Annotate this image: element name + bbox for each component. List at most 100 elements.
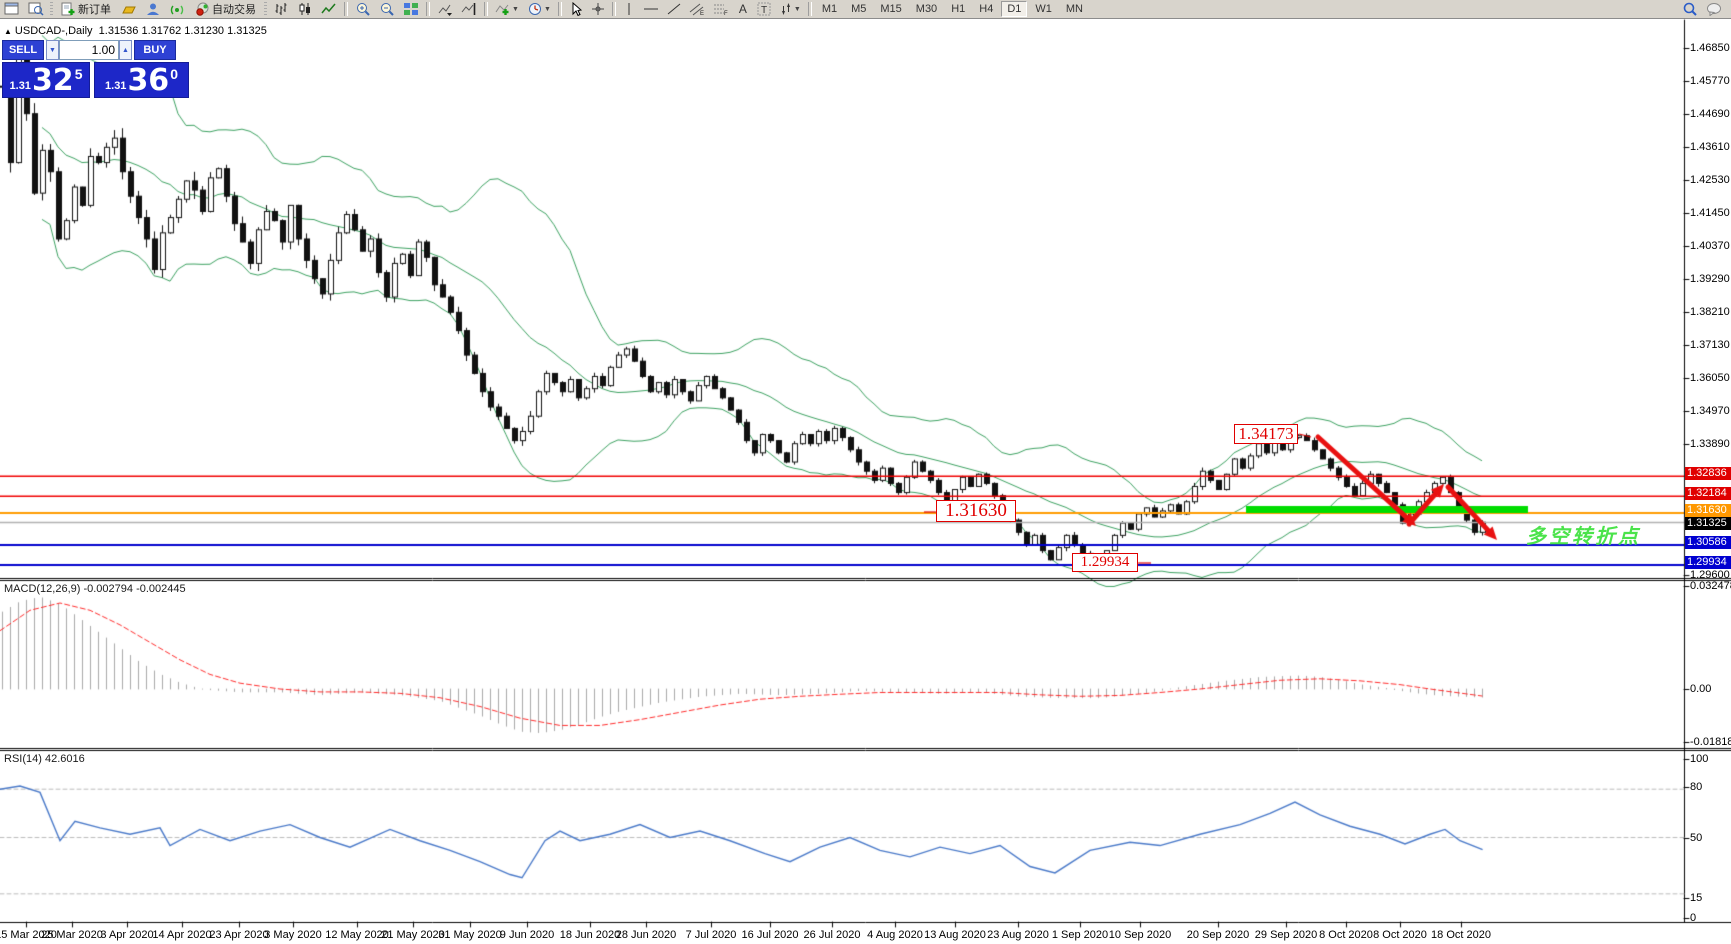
date-axis-label: 3 Apr 2020 — [100, 929, 154, 941]
price-axis-tick: 1.46850 — [1690, 42, 1730, 54]
price-axis-tick: 1.37130 — [1690, 339, 1730, 351]
price-label-129934[interactable]: 1.29934 — [1072, 553, 1138, 572]
equidistant-channel-tool-button[interactable]: E — [686, 1, 708, 17]
sell-price-big: 32 — [31, 63, 74, 98]
timeframe-w1[interactable]: W1 — [1035, 3, 1052, 15]
timeframe-m1[interactable]: M1 — [821, 3, 838, 15]
toolbar-separator — [484, 2, 488, 16]
autotrading-icon — [196, 2, 209, 16]
buy-price-prefix: 1.31 — [105, 80, 127, 92]
indicators-button[interactable]: ▼ — [492, 1, 522, 17]
sell-price-display[interactable]: 1.31 32 5 — [2, 62, 90, 98]
chat-button[interactable] — [1703, 1, 1725, 17]
price-axis-tick: 1.38210 — [1690, 306, 1730, 318]
rsi-axis-tick: 80 — [1690, 781, 1703, 793]
sell-button[interactable]: SELL — [2, 40, 44, 60]
svg-text:T: T — [761, 5, 767, 16]
dropdown-caret: ▼ — [512, 5, 519, 13]
new-order-icon — [61, 2, 75, 16]
styler-button[interactable] — [118, 1, 140, 17]
price-label-131630[interactable]: 1.31630 — [936, 500, 1016, 522]
new-order-label: 新订单 — [78, 4, 111, 16]
dropdown-caret: ▼ — [793, 5, 801, 13]
horizontal-line-tool-button[interactable] — [640, 1, 662, 17]
chat-bubble-icon — [1707, 3, 1721, 16]
timeframe-group: M1 M5 M15 M30 H1 H4 D1 W1 MN — [815, 1, 1090, 17]
toolbar-separator — [426, 2, 430, 16]
price-axis-tick: 1.45770 — [1690, 75, 1730, 87]
community-button[interactable] — [142, 1, 164, 17]
timeframe-h1[interactable]: H1 — [951, 3, 966, 15]
bar-chart-button[interactable] — [270, 1, 292, 17]
text-label-tool-button[interactable]: T — [754, 1, 774, 17]
vertical-line-tool-button[interactable] — [620, 1, 638, 17]
new-order-button[interactable]: 新订单 — [56, 1, 116, 17]
arrows-tool-button[interactable]: ▼ — [776, 1, 804, 17]
price-label-134173[interactable]: 1.34173 — [1234, 424, 1298, 444]
volume-input[interactable] — [59, 40, 119, 60]
zoom-in-button[interactable] — [352, 1, 374, 17]
fibonacci-tool-button[interactable]: F — [710, 1, 732, 17]
rsi-axis-tick: 50 — [1690, 832, 1703, 844]
rsi-axis-tick: 0 — [1690, 912, 1697, 924]
periods-button[interactable]: ▼ — [524, 1, 554, 17]
buy-button[interactable]: BUY — [134, 40, 176, 60]
date-axis-label: 23 Apr 2020 — [209, 929, 269, 941]
price-axis-tick: 1.42530 — [1690, 174, 1730, 186]
chart-shift-button[interactable] — [458, 1, 480, 17]
price-axis-tick: 1.44690 — [1690, 108, 1730, 120]
search-button[interactable] — [1679, 1, 1701, 17]
text-tool-button[interactable]: A — [738, 2, 747, 16]
date-axis-label: 18 Oct 2020 — [1431, 929, 1491, 941]
timeframe-m30[interactable]: M30 — [915, 3, 938, 15]
timeframe-h4[interactable]: H4 — [979, 3, 994, 15]
signal-icon — [170, 5, 184, 15]
date-axis-label: 20 Sep 2020 — [1186, 929, 1250, 941]
macd-label: MACD(12,26,9) -0.002794 -0.002445 — [4, 583, 186, 595]
timeframe-mn[interactable]: MN — [1065, 3, 1083, 15]
date-axis-label: 8 Oct 2020 — [1319, 929, 1373, 941]
volume-increase-button[interactable]: ▲ — [119, 40, 132, 60]
candlestick-chart-button[interactable] — [294, 1, 316, 17]
date-axis-label: 26 Jul 2020 — [803, 929, 861, 941]
auto-scroll-button[interactable] — [434, 1, 456, 17]
collapse-triangle-icon[interactable]: ▲ — [4, 27, 12, 36]
cursor-tool-button[interactable] — [566, 1, 586, 17]
trendline-tool-button[interactable] — [664, 1, 684, 17]
date-axis-label: 25 Mar 2020 — [41, 929, 103, 941]
price-axis-badge: 1.31630 — [1685, 504, 1731, 517]
timeframe-m15[interactable]: M15 — [880, 3, 902, 15]
date-axis-label: 14 Apr 2020 — [152, 929, 212, 941]
zoom-out-button[interactable] — [376, 1, 398, 17]
symbol-info-text: USDCAD-,Daily 1.31536 1.31762 1.31230 1.… — [14, 25, 267, 37]
gold-bar-icon — [122, 6, 136, 14]
line-chart-button[interactable] — [318, 1, 340, 17]
date-axis-label: 31 May 2020 — [438, 929, 502, 941]
buy-price-display[interactable]: 1.31 36 0 — [94, 62, 189, 98]
macd-axis-tick: -0.018182 — [1690, 736, 1731, 748]
signals-button[interactable] — [166, 1, 188, 17]
chart-canvas[interactable] — [0, 18, 1731, 944]
price-axis-badge: 1.32184 — [1685, 487, 1731, 500]
crosshair-tool-button[interactable] — [588, 1, 608, 17]
clock-icon — [528, 3, 541, 15]
date-axis-label: 16 Jul 2020 — [741, 929, 799, 941]
timeframe-m5[interactable]: M5 — [851, 3, 867, 15]
price-axis-tick: 1.34970 — [1690, 405, 1730, 417]
buy-price-sup: 0 — [170, 66, 178, 82]
autotrading-button[interactable]: 自动交易 — [190, 1, 261, 17]
volume-decrease-button[interactable]: ▼ — [46, 40, 59, 60]
new-chart-button[interactable] — [1, 1, 23, 17]
price-axis-tick: 1.39290 — [1690, 273, 1730, 285]
tile-windows-button[interactable] — [400, 1, 422, 17]
price-axis-badge: 1.31325 — [1685, 517, 1731, 530]
rsi-label: RSI(14) 42.6016 — [4, 753, 85, 765]
price-axis-tick: 1.41450 — [1690, 207, 1730, 219]
annotation-text[interactable]: 多空转折点 — [1526, 526, 1641, 548]
svg-text:F: F — [724, 11, 728, 16]
main-toolbar: 新订单 自动交易 ▼ ▼ E F A T ▼ M1 — [0, 0, 1731, 19]
timeframe-d1[interactable]: D1 — [1001, 1, 1028, 17]
chart-profiles-button[interactable] — [25, 1, 47, 17]
